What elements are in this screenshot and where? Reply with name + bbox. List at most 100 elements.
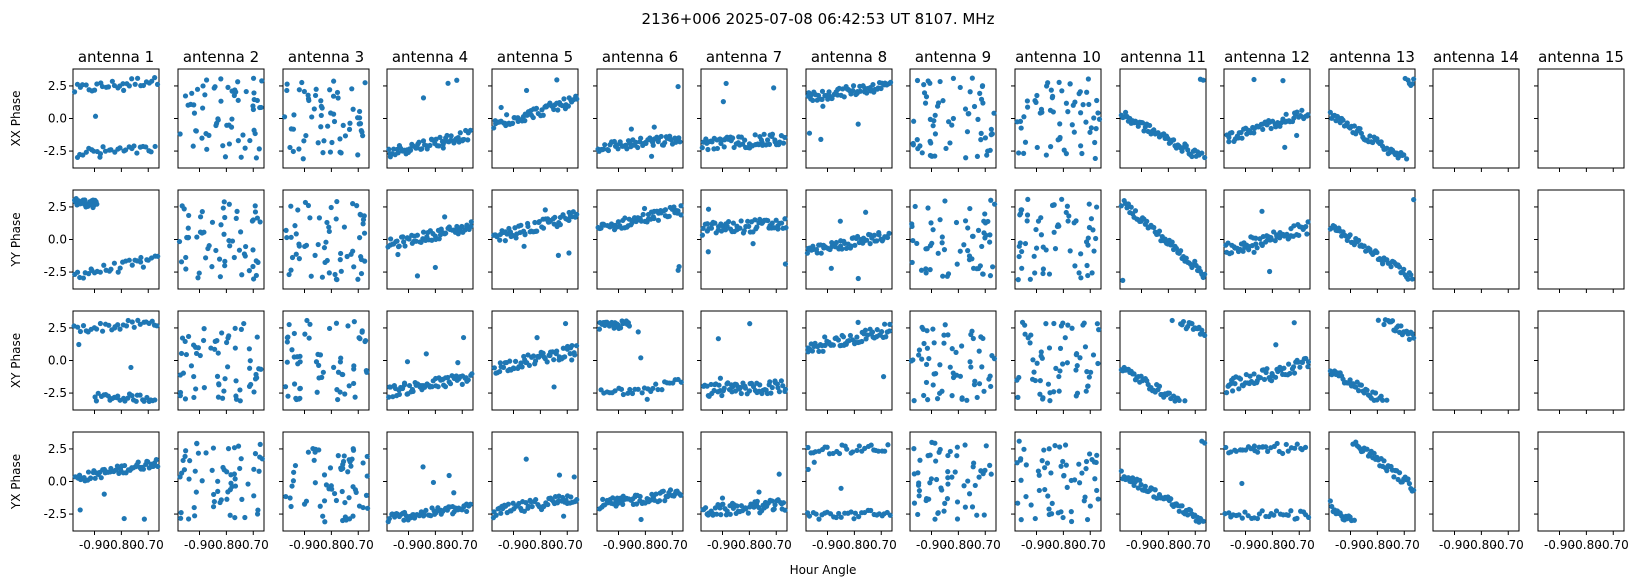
data-point [1059,88,1065,94]
data-point [140,264,146,270]
data-point [782,261,789,267]
data-point [1072,99,1078,105]
data-point [971,103,978,110]
data-point [1142,483,1148,489]
data-point [775,385,781,391]
data-point [974,394,980,401]
data-point [297,386,303,392]
data-point [250,103,256,109]
data-point [88,266,94,272]
data-point [1040,266,1046,272]
data-point [1296,232,1302,238]
data-point [856,514,862,520]
data-point [1404,156,1410,162]
data-point [1085,272,1091,279]
data-point [247,137,253,144]
data-point [512,358,519,364]
data-point [1016,438,1022,444]
data-point [982,235,988,241]
data-point [252,451,259,457]
data-point [1076,270,1082,276]
data-point [289,254,296,261]
data-point [1086,374,1092,380]
data-point [117,326,123,332]
data-point [442,384,449,390]
data-point [699,232,706,238]
data-point [725,219,732,225]
data-point [554,348,560,354]
data-point [677,139,683,145]
subplot-antenna-8-xy-phase [802,310,893,414]
column-title-antenna-13: antenna 13 [1329,48,1415,66]
data-point [632,492,639,498]
data-point [1355,237,1362,243]
data-point [1176,508,1182,514]
data-point [1372,390,1379,396]
data-point [1096,116,1103,122]
data-point [1061,472,1067,479]
data-point [222,258,228,264]
data-point [211,491,217,498]
data-point [1090,352,1097,358]
data-point [1329,503,1335,510]
data-point [757,382,763,388]
data-point [1236,386,1242,392]
data-point [1083,458,1090,465]
data-point [227,243,233,249]
y-tick-label: 2.5 [48,200,67,214]
data-point [1156,228,1163,234]
data-point [148,149,154,155]
data-point [813,511,819,517]
data-point [981,512,987,518]
data-point [338,268,344,274]
subplot-antenna-5-yy-phase [488,189,580,293]
data-point [1091,115,1097,121]
data-point [1076,480,1083,486]
data-point [1176,397,1182,403]
data-point [1057,368,1063,374]
data-point [556,472,563,478]
data-point [675,83,681,90]
data-point [835,337,842,343]
axes-frame [700,310,788,411]
data-point [185,225,191,231]
data-point [1340,117,1346,123]
data-point [183,266,189,272]
data-point [187,458,193,464]
data-point [288,503,294,510]
data-point [1067,248,1073,254]
subplot-antenna-9-xx-phase [906,68,997,172]
data-point [551,357,557,363]
column-title-antenna-9: antenna 9 [915,48,991,66]
data-point [360,221,366,227]
subplot-antenna-10-xy-phase [1011,310,1102,414]
data-point [983,443,989,449]
data-point [193,350,200,357]
data-point [1266,268,1273,275]
data-point [937,78,943,85]
data-point [1027,276,1033,282]
data-point [356,503,363,509]
data-point [1051,389,1057,395]
data-point [1226,139,1232,145]
data-point [1255,449,1261,455]
data-point [988,132,994,138]
data-point [182,93,189,99]
data-point [289,483,295,489]
axes-frame [282,68,370,169]
data-point [930,227,936,233]
x-tick-label: -0.90 [79,538,110,552]
subplot-antenna-4-xy-phase [383,310,475,414]
data-point [291,330,297,337]
data-point [926,355,932,362]
data-point [338,150,344,156]
data-point [962,442,968,448]
data-point [288,267,294,273]
data-point [1135,123,1141,129]
data-point [288,234,294,240]
data-point [931,340,937,346]
data-point [331,78,337,84]
data-point [254,511,261,517]
data-point [346,383,352,389]
x-tick-label: -0.80 [630,538,661,552]
